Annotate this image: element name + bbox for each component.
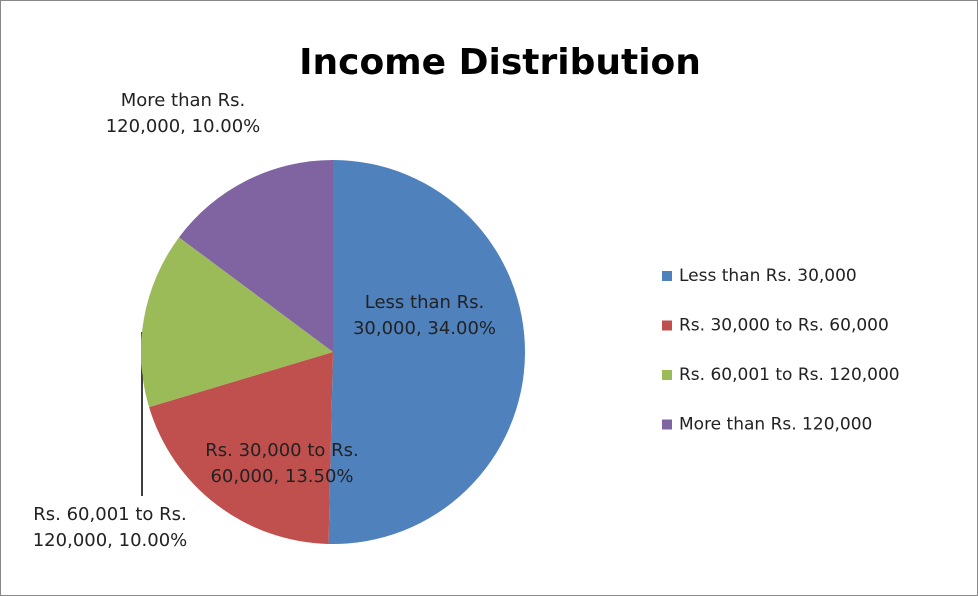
pie-slice: [141, 237, 333, 408]
label-separator: ,: [107, 530, 119, 551]
legend-swatch: [662, 419, 672, 430]
pie-slice: [178, 160, 333, 352]
legend-swatch: [662, 320, 672, 331]
label-category: Rs. 60,001 to Rs. 120,000: [32, 504, 187, 551]
data-label: Less than Rs. 30,000, 34.00%: [332, 290, 517, 342]
legend-label: Rs. 30,000 to Rs. 60,000: [679, 316, 889, 336]
legend-label: More than Rs. 120,000: [679, 415, 872, 435]
data-label-text: Rs. 30,000 to Rs. 60,000, 13.50%: [187, 438, 377, 490]
pie-slice: [328, 160, 526, 545]
label-category: More than Rs. 120,000: [105, 90, 246, 137]
label-category: Rs. 30,000 to Rs. 60,000: [205, 440, 359, 487]
label-value: 13.50%: [284, 466, 354, 487]
chart-title: Income Distribution: [299, 42, 701, 83]
data-label: Rs. 60,001 to Rs. 120,000, 10.00%: [15, 502, 205, 554]
label-value: 10.00%: [191, 116, 261, 137]
label-value: 10.00%: [118, 530, 188, 551]
label-separator: ,: [415, 318, 428, 339]
label-separator: ,: [273, 466, 285, 487]
data-label: More than Rs. 120,000, 10.00%: [105, 88, 261, 140]
label-category: Less than Rs. 30,000: [352, 292, 485, 339]
legend-swatch: [662, 370, 672, 380]
label-separator: ,: [180, 116, 192, 137]
data-label-text: Less than Rs. 30,000, 34.00%: [332, 290, 517, 342]
data-label: Rs. 30,000 to Rs. 60,000, 13.50%: [187, 438, 377, 490]
legend-label: Rs. 60,001 to Rs. 120,000: [679, 365, 900, 385]
pie-slice: [149, 352, 333, 544]
data-label-text: More than Rs. 120,000, 10.00%: [105, 88, 261, 140]
legend-swatch: [662, 271, 672, 281]
label-value: 34.00%: [427, 318, 497, 339]
legend-label: Less than Rs. 30,000: [679, 266, 857, 286]
data-label-text: Rs. 60,001 to Rs. 120,000, 10.00%: [15, 502, 205, 554]
